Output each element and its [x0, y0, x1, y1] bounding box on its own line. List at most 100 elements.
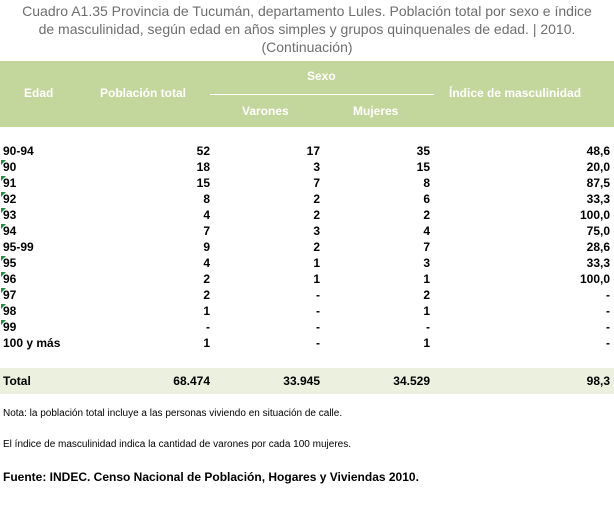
cell-varones: 3 — [313, 160, 320, 174]
cell-total: 15 — [196, 176, 210, 190]
cell-indice: 100,0 — [579, 272, 610, 286]
table-row: 99 - - - - — [0, 319, 614, 335]
table-row: 90-94 52 17 35 48,6 — [0, 143, 614, 159]
cell-mujeres: 35 — [416, 144, 430, 158]
cell-indice: 100,0 — [579, 208, 610, 222]
total-mujeres: 34.529 — [393, 374, 430, 388]
cell-edad: 100 y más — [3, 336, 61, 350]
cell-varones: 17 — [306, 144, 320, 158]
cell-edad: 94 — [3, 224, 17, 238]
cell-varones: 1 — [313, 256, 320, 270]
cell-indice: - — [606, 304, 610, 318]
cell-varones: - — [316, 304, 320, 318]
table-row: 98 1 - 1 - — [0, 303, 614, 319]
cell-mujeres: 7 — [423, 240, 430, 254]
cell-edad: 92 — [3, 192, 17, 206]
cell-total: 8 — [203, 192, 210, 206]
cell-edad: 99 — [3, 320, 17, 334]
cell-marker — [1, 320, 6, 325]
total-varones: 33.945 — [283, 374, 320, 388]
cell-marker — [1, 176, 6, 181]
title-line-1: Cuadro A1.35 Provincia de Tucumán, depar… — [22, 3, 592, 19]
cell-edad: 98 — [3, 304, 17, 318]
header-varones: Varones — [242, 104, 289, 118]
cell-mujeres: 6 — [423, 192, 430, 206]
title-line-3: (Continuación) — [261, 39, 353, 55]
total-row: Total 68.474 33.945 34.529 98,3 — [0, 368, 614, 394]
total-label: Total — [3, 374, 31, 388]
header-divider — [210, 94, 434, 95]
cell-marker — [1, 208, 6, 213]
cell-edad: 90 — [3, 160, 17, 174]
cell-total: 4 — [203, 208, 210, 222]
table-row: 95-99 9 2 7 28,6 — [0, 239, 614, 255]
cell-marker — [1, 160, 6, 165]
cell-edad: 95 — [3, 256, 17, 270]
header-edad: Edad — [24, 86, 54, 100]
table-row: 100 y más 1 - 1 - — [0, 335, 614, 351]
cell-mujeres: 1 — [423, 304, 430, 318]
cell-edad: 90-94 — [3, 144, 34, 158]
cell-total: 2 — [203, 288, 210, 302]
cell-indice: 75,0 — [586, 224, 610, 238]
title-line-2: de masculinidad, según edad en años simp… — [38, 21, 576, 37]
cell-indice: 20,0 — [586, 160, 610, 174]
cell-indice: 48,6 — [586, 144, 610, 158]
total-poblacion: 68.474 — [173, 374, 210, 388]
table-row: 93 4 2 2 100,0 — [0, 207, 614, 223]
table-row: 91 15 7 8 87,5 — [0, 175, 614, 191]
cell-edad: 95-99 — [3, 240, 34, 254]
cell-total: 52 — [196, 144, 210, 158]
cell-indice: - — [606, 288, 610, 302]
cell-varones: 2 — [313, 208, 320, 222]
cell-indice: 87,5 — [586, 176, 610, 190]
cell-indice: 33,3 — [586, 256, 610, 270]
cell-mujeres: 1 — [423, 272, 430, 286]
cell-mujeres: 1 — [423, 336, 430, 350]
note-indice: El índice de masculinidad indica la cant… — [3, 439, 351, 450]
cell-total: 7 — [203, 224, 210, 238]
table-row: 96 2 1 1 100,0 — [0, 271, 614, 287]
cell-varones: 7 — [313, 176, 320, 190]
cell-indice: - — [606, 336, 610, 350]
cell-total: 2 — [203, 272, 210, 286]
cell-indice: 33,3 — [586, 192, 610, 206]
cell-mujeres: 8 — [423, 176, 430, 190]
cell-total: 1 — [203, 304, 210, 318]
header-mujeres: Mujeres — [353, 104, 399, 118]
cell-total: 4 — [203, 256, 210, 270]
note-poblacion: Nota: la población total incluye a las p… — [3, 408, 343, 419]
table-row: 92 8 2 6 33,3 — [0, 191, 614, 207]
cell-marker — [1, 304, 6, 309]
table-row: 90 18 3 15 20,0 — [0, 159, 614, 175]
total-indice: 98,3 — [586, 374, 610, 388]
cell-varones: - — [316, 336, 320, 350]
cell-edad: 97 — [3, 288, 17, 302]
table-title: Cuadro A1.35 Provincia de Tucumán, depar… — [0, 2, 614, 56]
cell-total: - — [206, 320, 210, 334]
cell-mujeres: 2 — [423, 208, 430, 222]
table-row: 94 7 3 4 75,0 — [0, 223, 614, 239]
cell-indice: 28,6 — [586, 240, 610, 254]
cell-marker — [1, 224, 6, 229]
cell-total: 18 — [196, 160, 210, 174]
cell-marker — [1, 192, 6, 197]
source-note: Fuente: INDEC. Censo Nacional de Poblaci… — [3, 470, 419, 484]
cell-edad: 91 — [3, 176, 17, 190]
cell-edad: 93 — [3, 208, 17, 222]
cell-varones: 3 — [313, 224, 320, 238]
cell-mujeres: 2 — [423, 288, 430, 302]
cell-varones: 2 — [313, 240, 320, 254]
cell-mujeres: 4 — [423, 224, 430, 238]
cell-edad: 96 — [3, 272, 17, 286]
cell-marker — [1, 256, 6, 261]
cell-mujeres: 15 — [416, 160, 430, 174]
cell-marker — [1, 272, 6, 277]
cell-varones: 2 — [313, 192, 320, 206]
cell-total: 1 — [203, 336, 210, 350]
cell-varones: - — [316, 288, 320, 302]
cell-marker — [1, 288, 6, 293]
header-indice-masculinidad: Índice de masculinidad — [449, 86, 582, 100]
cell-total: 9 — [203, 240, 210, 254]
header-poblacion-total: Población total — [100, 86, 187, 100]
